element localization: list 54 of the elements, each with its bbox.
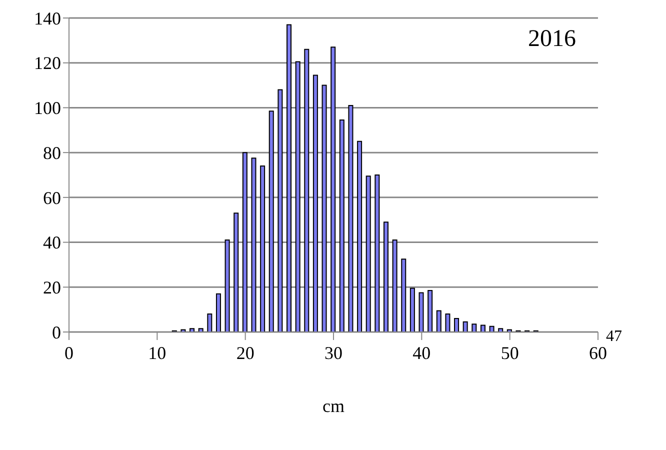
- text: 47: [606, 328, 622, 346]
- bar: [251, 158, 256, 332]
- bar: [286, 24, 292, 332]
- x-axis-title: cm: [322, 396, 344, 416]
- bar: [330, 46, 336, 332]
- y-tick-label: 100: [34, 98, 61, 118]
- x-tick-label: 60: [589, 342, 607, 363]
- bar: [339, 120, 344, 332]
- bar: [312, 74, 318, 332]
- y-tick-label: 80: [43, 142, 61, 163]
- bar: [295, 61, 300, 332]
- bar: [428, 290, 433, 332]
- annotation: 2016: [528, 26, 576, 53]
- bar: [207, 314, 212, 332]
- bar: [480, 324, 486, 332]
- y-tick-label: 20: [43, 278, 61, 298]
- bar: [357, 140, 362, 332]
- bar: [304, 48, 310, 332]
- bar: [498, 328, 504, 332]
- bar: [462, 321, 468, 332]
- x-tick-label: 0: [64, 342, 74, 363]
- bar: [418, 292, 424, 332]
- y-tick-label: 40: [43, 232, 61, 253]
- bar: [260, 166, 266, 332]
- bar: [242, 152, 248, 332]
- bar: [278, 89, 283, 332]
- bar: [322, 84, 327, 332]
- x-tick-label: 40: [412, 342, 431, 363]
- bar: [224, 240, 230, 332]
- bar: [190, 328, 195, 332]
- x-tick-label: 20: [236, 342, 254, 363]
- bar: [436, 310, 442, 332]
- x-tick-label: 30: [324, 342, 342, 363]
- bar: [268, 110, 274, 332]
- x-tick-label: 50: [500, 342, 519, 363]
- bar: [489, 326, 494, 332]
- bar: [454, 318, 460, 332]
- y-tick-label: 60: [43, 188, 61, 208]
- bar: [198, 328, 204, 332]
- x-tick-label: 10: [148, 342, 166, 363]
- bar: [234, 212, 239, 332]
- bar: [401, 258, 406, 332]
- bar: [392, 240, 398, 332]
- bar: [348, 104, 354, 332]
- bar: [445, 314, 450, 332]
- bar: [410, 288, 415, 332]
- bar: [216, 293, 221, 332]
- bar: [472, 324, 477, 332]
- y-tick-label: 120: [34, 53, 61, 74]
- bar: [366, 176, 371, 332]
- bar: [383, 222, 388, 332]
- y-tick-label: 0: [52, 322, 61, 342]
- bar: [374, 174, 380, 332]
- y-tick-label: 140: [34, 8, 61, 28]
